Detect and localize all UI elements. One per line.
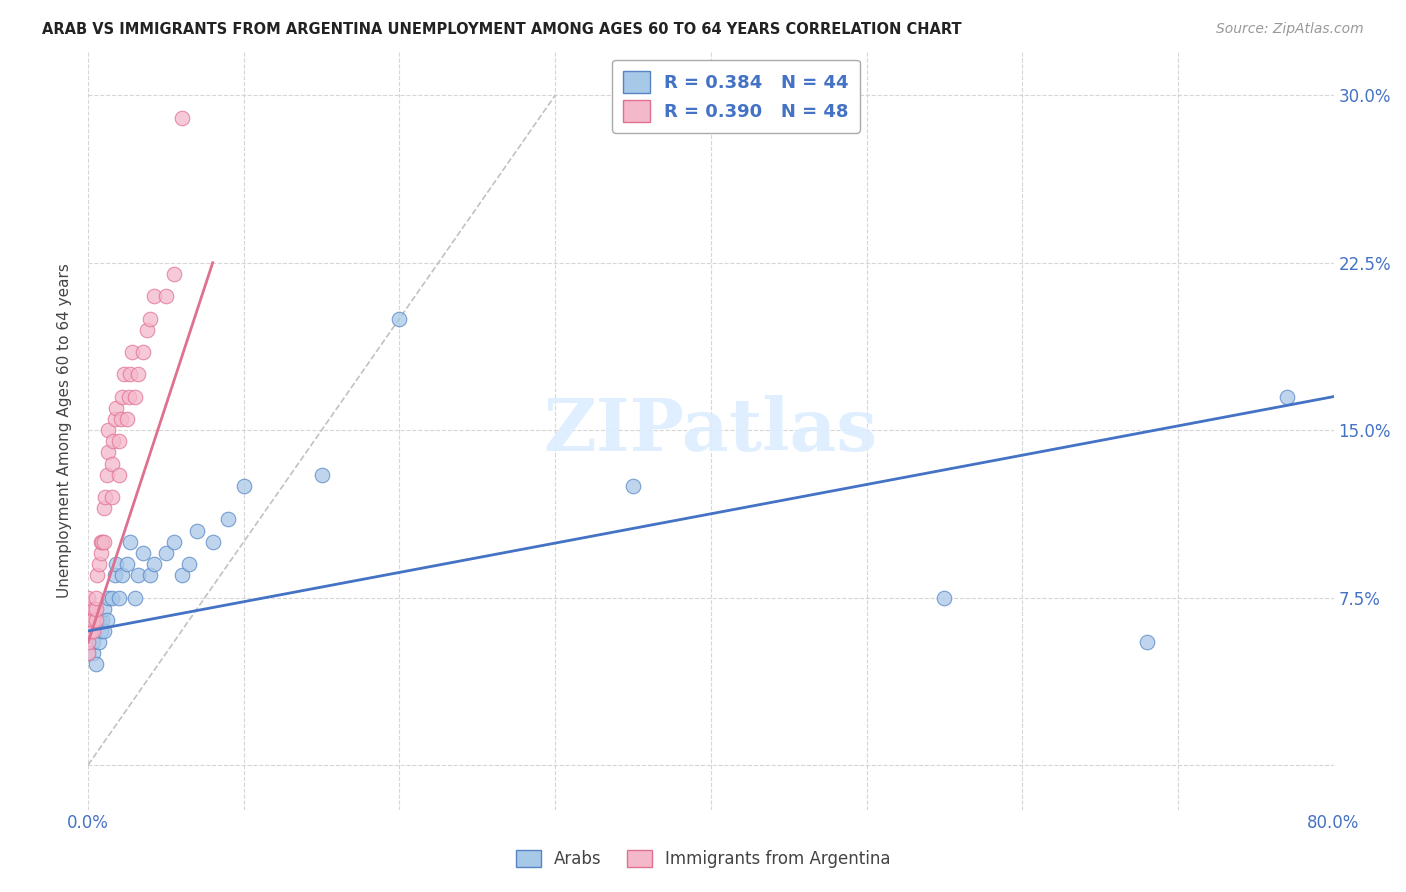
Point	[127, 368, 149, 382]
Point	[82, 613, 104, 627]
Point	[100, 457, 122, 471]
Point	[77, 646, 100, 660]
Point	[84, 613, 107, 627]
Point	[110, 412, 132, 426]
Y-axis label: Unemployment Among Ages 60 to 64 years: Unemployment Among Ages 60 to 64 years	[58, 262, 72, 598]
Point	[131, 345, 153, 359]
Point	[100, 591, 122, 605]
Point	[163, 267, 186, 281]
Point	[87, 635, 110, 649]
Text: ARAB VS IMMIGRANTS FROM ARGENTINA UNEMPLOYMENT AMONG AGES 60 TO 64 YEARS CORRELA: ARAB VS IMMIGRANTS FROM ARGENTINA UNEMPL…	[42, 22, 962, 37]
Point	[93, 534, 115, 549]
Point	[170, 111, 193, 125]
Point	[115, 557, 138, 571]
Point	[120, 534, 142, 549]
Point	[179, 557, 201, 571]
Point	[105, 557, 128, 571]
Point	[170, 568, 193, 582]
Point	[77, 624, 100, 638]
Point	[82, 635, 104, 649]
Point	[201, 534, 224, 549]
Point	[111, 390, 134, 404]
Point	[84, 613, 107, 627]
Legend: Arabs, Immigrants from Argentina: Arabs, Immigrants from Argentina	[509, 843, 897, 875]
Point	[108, 467, 131, 482]
Point	[77, 613, 100, 627]
Point	[77, 635, 100, 649]
Point	[311, 467, 333, 482]
Legend: R = 0.384   N = 44, R = 0.390   N = 48: R = 0.384 N = 44, R = 0.390 N = 48	[612, 60, 859, 133]
Point	[80, 613, 103, 627]
Point	[108, 434, 131, 449]
Point	[1136, 635, 1159, 649]
Point	[96, 613, 118, 627]
Point	[104, 412, 127, 426]
Point	[83, 601, 105, 615]
Point	[77, 624, 100, 638]
Point	[142, 557, 165, 571]
Point	[77, 635, 100, 649]
Point	[111, 568, 134, 582]
Point	[87, 557, 110, 571]
Point	[117, 390, 139, 404]
Point	[124, 390, 146, 404]
Point	[131, 546, 153, 560]
Point	[80, 624, 103, 638]
Point	[934, 591, 956, 605]
Point	[121, 345, 143, 359]
Point	[124, 591, 146, 605]
Point	[97, 445, 120, 459]
Point	[87, 613, 110, 627]
Point	[97, 423, 120, 437]
Point	[84, 601, 107, 615]
Point	[115, 412, 138, 426]
Point	[155, 546, 177, 560]
Point	[136, 323, 159, 337]
Point	[77, 601, 100, 615]
Point	[1275, 390, 1298, 404]
Point	[127, 568, 149, 582]
Point	[90, 534, 112, 549]
Point	[93, 624, 115, 638]
Text: ZIPatlas: ZIPatlas	[544, 394, 877, 466]
Point	[232, 479, 254, 493]
Point	[84, 591, 107, 605]
Point	[84, 657, 107, 672]
Point	[91, 534, 114, 549]
Point	[388, 311, 411, 326]
Point	[163, 534, 186, 549]
Point	[77, 601, 100, 615]
Point	[142, 289, 165, 303]
Text: Source: ZipAtlas.com: Source: ZipAtlas.com	[1216, 22, 1364, 37]
Point	[101, 434, 124, 449]
Point	[94, 490, 117, 504]
Point	[90, 546, 112, 560]
Point	[217, 512, 239, 526]
Point	[91, 613, 114, 627]
Point	[100, 490, 122, 504]
Point	[112, 368, 135, 382]
Point	[82, 646, 104, 660]
Point	[120, 368, 142, 382]
Point	[105, 401, 128, 415]
Point	[86, 568, 108, 582]
Point	[104, 568, 127, 582]
Point	[96, 467, 118, 482]
Point	[77, 613, 100, 627]
Point	[139, 568, 162, 582]
Point	[77, 646, 100, 660]
Point	[139, 311, 162, 326]
Point	[108, 591, 131, 605]
Point	[90, 624, 112, 638]
Point	[97, 591, 120, 605]
Point	[83, 624, 105, 638]
Point	[93, 601, 115, 615]
Point	[82, 624, 104, 638]
Point	[155, 289, 177, 303]
Point	[77, 591, 100, 605]
Point	[93, 501, 115, 516]
Point	[621, 479, 644, 493]
Point	[186, 524, 208, 538]
